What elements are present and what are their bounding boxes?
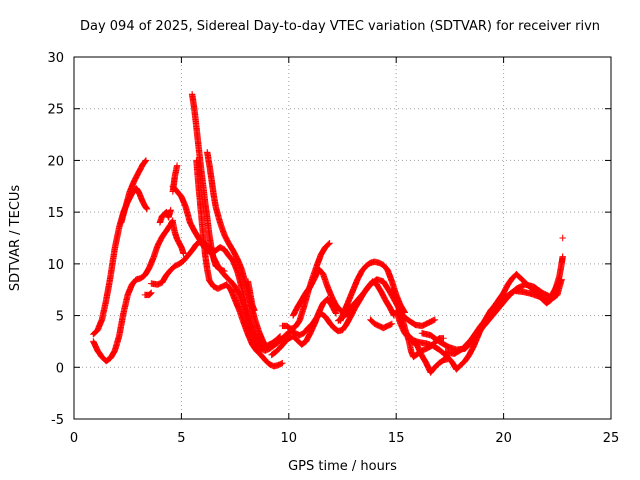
data-point-markers (193, 157, 286, 370)
data-point-markers (118, 157, 150, 226)
chart-title: Day 094 of 2025, Sidereal Day-to-day VTE… (80, 19, 600, 34)
axis-ticks: 0 5 10 15 20 25 -5 0 5 10 15 20 25 30 (47, 51, 619, 446)
data-point-markers (169, 219, 187, 257)
data-point-markers (559, 234, 566, 242)
series-satellite-track-C (118, 157, 150, 226)
series-satellite-track-D (141, 289, 155, 299)
data-point-markers (156, 206, 174, 226)
y-tick-label: 25 (47, 103, 64, 118)
series-satellite-track-I (169, 183, 284, 349)
series-outlier (559, 234, 566, 242)
x-tick-label: 20 (495, 431, 512, 446)
data-point-markers (188, 91, 228, 275)
data-point-markers (289, 265, 353, 319)
data-points (90, 91, 566, 376)
y-tick-label: 0 (56, 361, 64, 376)
y-tick-label: 15 (47, 206, 64, 221)
series-satellite-track-S (367, 316, 396, 332)
series-satellite-track-N (268, 295, 340, 359)
y-tick-label: 5 (56, 310, 64, 325)
data-point-markers (268, 295, 340, 359)
series-satellite-track-V (403, 253, 566, 373)
series-satellite-track-F (156, 206, 174, 226)
data-point-markers (141, 289, 155, 299)
y-tick-label: 10 (47, 258, 64, 273)
plot-frame (73, 56, 612, 420)
y-tick-label: 20 (47, 154, 64, 169)
y-axis-label: SDTVAR / TECUs (8, 185, 23, 292)
data-point-markers (367, 316, 396, 332)
x-axis-label: GPS time / hours (288, 459, 397, 474)
x-tick-label: 15 (388, 431, 405, 446)
series-satellite-track-X (442, 276, 565, 357)
series-satellite-track-B (90, 217, 176, 365)
series-satellite-track-G (169, 219, 187, 257)
series-satellite-track-P (289, 265, 353, 319)
x-tick-label: 5 (177, 431, 185, 446)
x-tick-label: 25 (603, 431, 620, 446)
grid-lines (74, 57, 611, 419)
series-satellite-track-M (244, 278, 258, 314)
data-point-markers (90, 217, 176, 365)
data-point-markers (244, 278, 258, 314)
data-point-markers (169, 183, 284, 349)
x-tick-label: 10 (281, 431, 298, 446)
y-tick-label: -5 (51, 413, 64, 428)
series-satellite-track-K (193, 157, 286, 370)
x-tick-label: 0 (70, 431, 78, 446)
data-point-markers (403, 253, 566, 373)
y-tick-label: 30 (47, 51, 64, 66)
data-point-markers (442, 276, 565, 357)
series-satellite-track-J (188, 91, 228, 275)
